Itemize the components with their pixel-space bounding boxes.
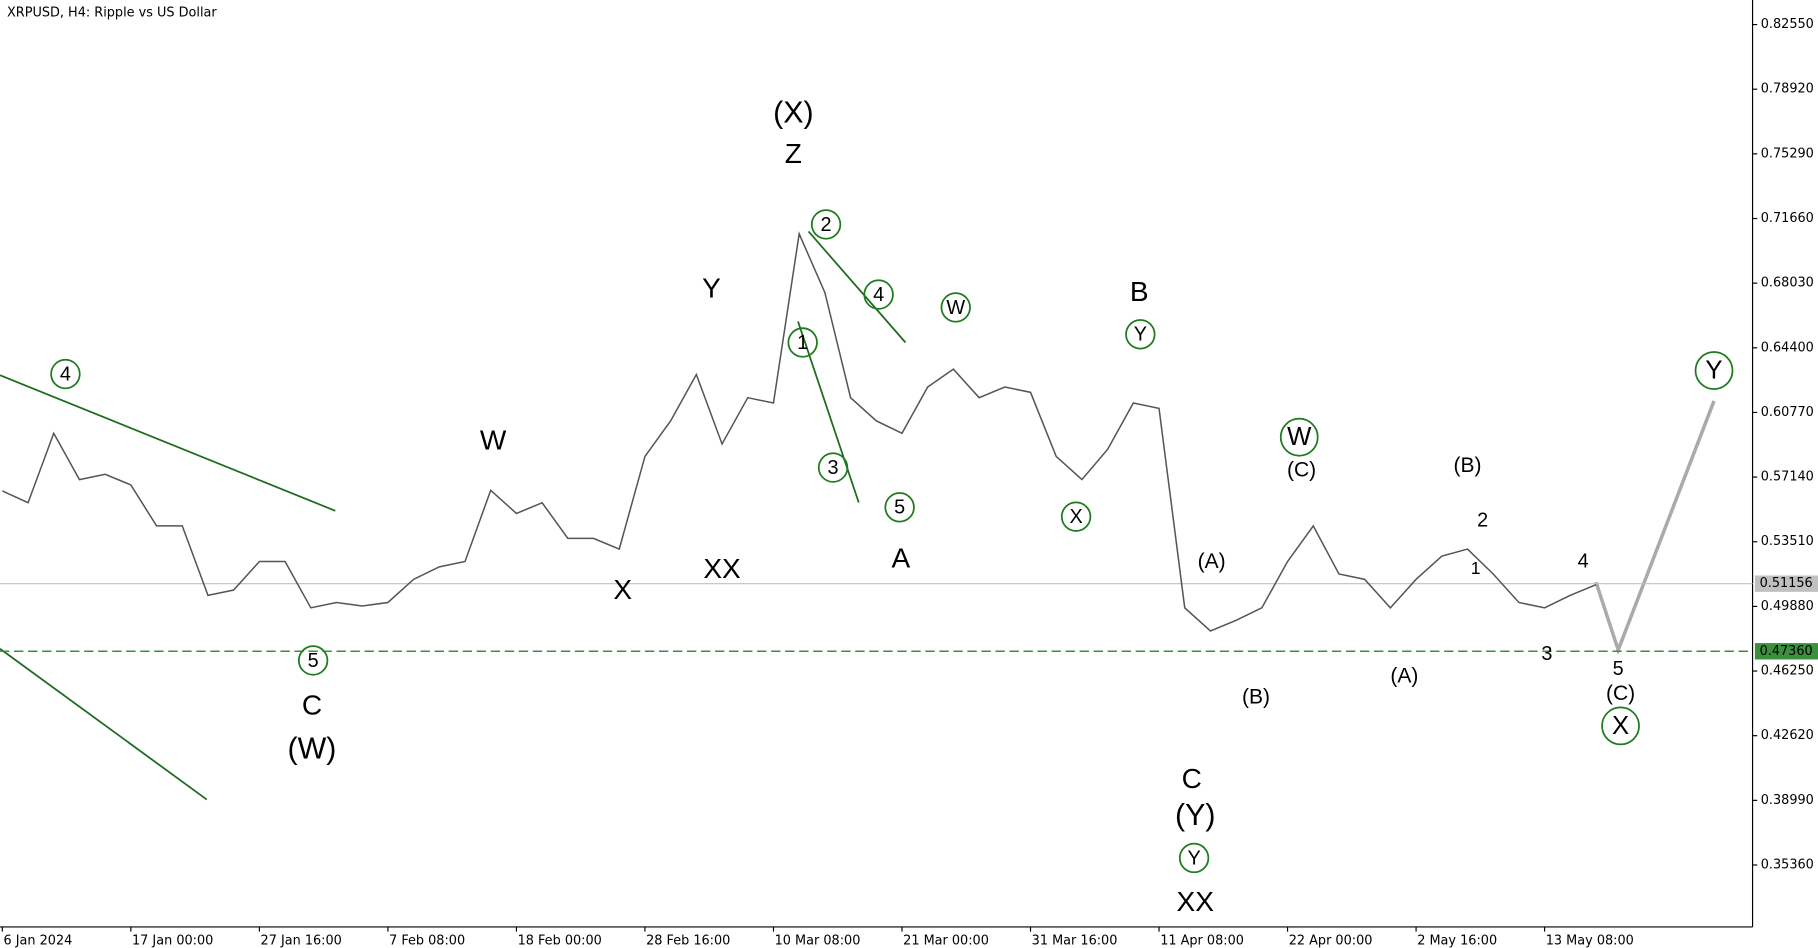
- wave-label: 5: [308, 650, 319, 672]
- wave-label: W: [946, 297, 965, 319]
- wave-label: W: [480, 424, 507, 455]
- wave-label: Y: [702, 272, 721, 303]
- y-tick-label: 0.75290: [1761, 146, 1814, 161]
- wave-label: B: [1130, 276, 1149, 307]
- x-tick-label: 7 Feb 08:00: [389, 933, 465, 948]
- wave-label: 5: [894, 497, 905, 519]
- wave-label: (W): [288, 731, 337, 765]
- wave-label: 1: [797, 332, 808, 354]
- price-line-series: [2, 231, 1597, 632]
- x-tick-label: 28 Feb 16:00: [646, 933, 730, 948]
- wave-label: W: [1287, 423, 1312, 451]
- trendline: [797, 321, 860, 503]
- wave-label: Z: [785, 138, 802, 169]
- x-tick-label: 10 Mar 08:00: [775, 933, 861, 948]
- wave-label: (X): [773, 96, 813, 130]
- x-tick-label: 21 Mar 00:00: [903, 933, 989, 948]
- wave-label: (C): [1606, 682, 1635, 705]
- wave-label: 4: [1578, 551, 1589, 573]
- y-tick-label: 0.57140: [1761, 470, 1814, 485]
- wave-label: C: [302, 690, 322, 721]
- wave-circle: [1694, 351, 1734, 390]
- x-tick-label: 18 Feb 00:00: [518, 933, 602, 948]
- wave-label: X: [613, 574, 632, 605]
- wave-label: 3: [1541, 643, 1552, 665]
- wave-label: Y: [1705, 357, 1722, 385]
- wave-label: Y: [1134, 324, 1147, 346]
- wave-label: X: [1612, 712, 1629, 740]
- y-tick-label: 0.38990: [1761, 793, 1814, 808]
- trendline: [807, 230, 907, 344]
- wave-label: XX: [703, 553, 741, 584]
- y-tick-label: 0.64400: [1761, 340, 1814, 355]
- wave-label: 4: [60, 363, 71, 385]
- wave-circle: [1601, 706, 1640, 746]
- price-label-box: [1754, 643, 1818, 660]
- price-label: 0.51156: [1760, 576, 1813, 591]
- wave-circle: [1060, 501, 1092, 532]
- x-tick-label: 17 Jan 00:00: [132, 933, 213, 948]
- wave-label: (B): [1453, 454, 1481, 477]
- trendline: [0, 648, 208, 801]
- y-tick-label: 0.82550: [1761, 17, 1814, 32]
- wave-label: X: [1069, 506, 1082, 528]
- wave-label: A: [891, 542, 910, 573]
- wave-label: (Y): [1175, 798, 1215, 832]
- chart-title: XRPUSD, H4: Ripple vs US Dollar: [7, 5, 217, 20]
- wave-label: XX: [1177, 886, 1215, 917]
- wave-circle: [940, 292, 971, 323]
- x-tick-label: 2 May 16:00: [1417, 933, 1497, 948]
- x-tick-label: 13 May 08:00: [1546, 933, 1634, 948]
- wave-circle: [1279, 417, 1319, 457]
- wave-label: 3: [828, 457, 839, 479]
- wave-label: (A): [1198, 550, 1226, 573]
- y-tick-label: 0.46250: [1761, 664, 1814, 679]
- x-tick-label: 22 Apr 00:00: [1289, 933, 1373, 948]
- y-tick-label: 0.71660: [1761, 211, 1814, 226]
- wave-circle: [1178, 842, 1210, 874]
- wave-circle: [297, 645, 329, 676]
- wave-label: 5: [1613, 658, 1624, 680]
- wave-label: (A): [1390, 664, 1418, 687]
- x-tick-label: 11 Apr 08:00: [1160, 933, 1244, 948]
- wave-label: 4: [873, 284, 884, 306]
- wave-label: (B): [1242, 685, 1270, 708]
- wave-circle: [884, 492, 915, 523]
- wave-label: Y: [1187, 847, 1200, 869]
- wave-label: 1: [1471, 558, 1481, 578]
- x-tick-label: 31 Mar 16:00: [1032, 933, 1118, 948]
- wave-circle: [1125, 319, 1156, 350]
- x-tick-label: 27 Jan 16:00: [261, 933, 342, 948]
- y-tick-label: 0.35360: [1761, 857, 1814, 872]
- y-tick-label: 0.60770: [1761, 405, 1814, 420]
- trendline: [0, 374, 336, 512]
- wave-circle: [787, 327, 818, 358]
- wave-circle: [810, 209, 842, 240]
- wave-label: (C): [1287, 459, 1316, 482]
- wave-circle: [817, 452, 849, 483]
- price-label: 0.47360: [1760, 644, 1813, 659]
- y-tick-label: 0.78920: [1761, 82, 1814, 97]
- y-tick-label: 0.68030: [1761, 276, 1814, 291]
- wave-circle: [863, 279, 894, 310]
- y-tick-label: 0.49880: [1761, 599, 1814, 614]
- y-tick-label: 0.53510: [1761, 534, 1814, 549]
- wave-circle: [50, 358, 81, 390]
- x-tick-label: 6 Jan 2024: [4, 933, 73, 948]
- wave-label: C: [1182, 763, 1202, 794]
- projection: [1594, 400, 1716, 656]
- wave-label: 2: [1477, 510, 1488, 532]
- y-tick-label: 0.42620: [1761, 728, 1814, 743]
- wave-label: 2: [821, 214, 832, 236]
- trendlines: [0, 230, 907, 801]
- price-label-box: [1754, 575, 1818, 592]
